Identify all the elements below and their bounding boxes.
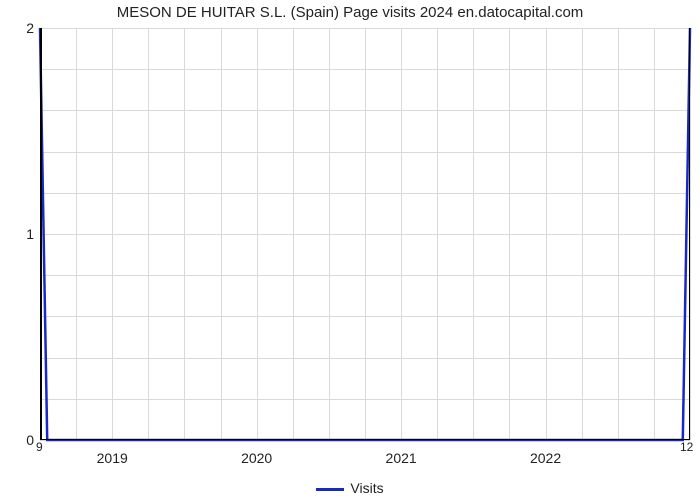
legend-swatch — [316, 488, 344, 491]
x-tick-label: 2019 — [97, 440, 128, 466]
x-tick-label: 2020 — [241, 440, 272, 466]
x-tick-label: 2021 — [386, 440, 417, 466]
legend: Visits — [0, 480, 700, 496]
chart-title: MESON DE HUITAR S.L. (Spain) Page visits… — [0, 4, 700, 21]
axis-right-border — [689, 28, 691, 440]
y-tick-label: 1 — [26, 226, 40, 242]
visits-line — [40, 28, 690, 440]
axis-left-border — [40, 28, 42, 440]
x-tick-label: 2022 — [530, 440, 561, 466]
y-tick-label: 2 — [26, 20, 40, 36]
plot-area: 012 2019202020212022 9 12 — [40, 28, 690, 440]
x-corner-left-label: 9 — [36, 440, 43, 454]
axis-bottom-border — [40, 439, 690, 441]
legend-label: Visits — [350, 480, 383, 496]
x-corner-right-label: 12 — [680, 440, 693, 454]
